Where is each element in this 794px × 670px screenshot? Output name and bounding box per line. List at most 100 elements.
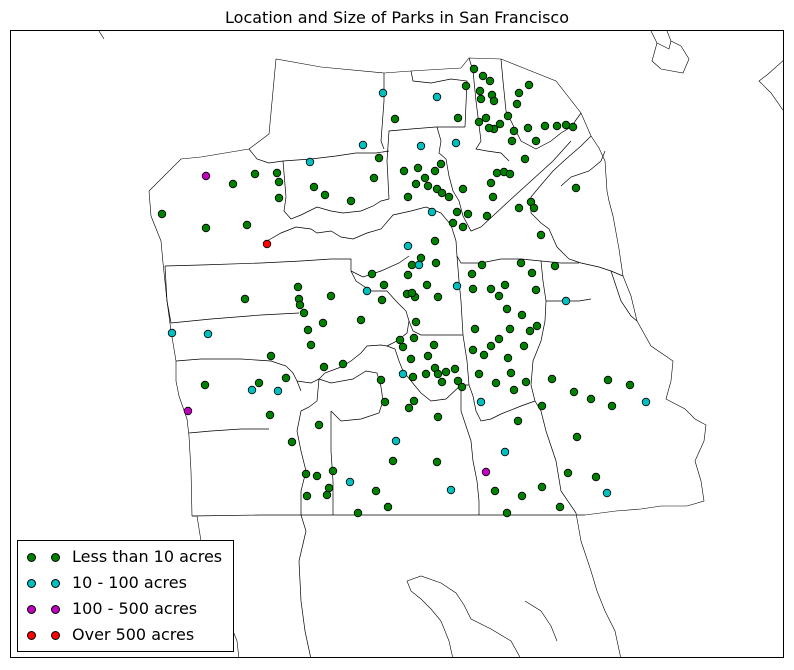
boundary-line xyxy=(460,385,480,515)
park-marker-less-than-10-acres xyxy=(369,173,379,183)
park-marker-10-100-acres xyxy=(452,281,462,291)
park-marker-100-500-acres xyxy=(183,406,193,416)
neighborhood-boundaries xyxy=(164,57,638,657)
park-marker-less-than-10-acres xyxy=(478,71,488,81)
boundary-line xyxy=(248,148,390,164)
park-marker-less-than-10-acres xyxy=(519,341,529,351)
park-marker-10-100-acres xyxy=(476,397,486,407)
park-marker-less-than-10-acres xyxy=(529,203,539,213)
park-marker-less-than-10-acres xyxy=(228,179,238,189)
legend-marker-100-500 xyxy=(51,605,60,614)
park-marker-less-than-10-acres xyxy=(388,456,398,466)
boundary-line xyxy=(298,514,311,657)
boundary-line xyxy=(500,58,582,150)
park-marker-less-than-10-acres xyxy=(586,394,596,404)
park-marker-less-than-10-acres xyxy=(537,482,547,492)
park-marker-less-than-10-acres xyxy=(254,378,264,388)
park-marker-less-than-10-acres xyxy=(625,380,635,390)
park-marker-less-than-10-acres xyxy=(302,491,312,501)
park-marker-less-than-10-acres xyxy=(433,292,443,302)
boundary-line xyxy=(468,384,536,422)
park-marker-less-than-10-acres xyxy=(200,380,210,390)
park-marker-less-than-10-acres xyxy=(469,64,479,74)
park-marker-less-than-10-acres xyxy=(540,121,550,131)
park-marker-less-than-10-acres xyxy=(509,385,519,395)
park-marker-less-than-10-acres xyxy=(430,236,440,246)
legend-marker-less-than-10 xyxy=(27,553,36,562)
park-marker-less-than-10-acres xyxy=(318,318,328,328)
legend-item: Less than 10 acres xyxy=(18,544,233,570)
park-marker-less-than-10-acres xyxy=(502,304,512,314)
boundary-line xyxy=(408,320,463,336)
park-marker-less-than-10-acres xyxy=(383,502,393,512)
park-marker-less-than-10-acres xyxy=(306,340,316,350)
park-marker-less-than-10-acres xyxy=(328,466,338,476)
park-marker-less-than-10-acres xyxy=(295,300,305,310)
park-marker-less-than-10-acres xyxy=(353,508,363,518)
map-canvas xyxy=(98,31,783,657)
park-marker-less-than-10-acres xyxy=(489,96,499,106)
park-marker-less-than-10-acres xyxy=(416,253,426,263)
park-marker-10-100-acres xyxy=(403,241,413,251)
park-marker-less-than-10-acres xyxy=(403,192,413,202)
park-marker-less-than-10-acres xyxy=(346,196,356,206)
boundary-line xyxy=(266,206,442,242)
park-marker-less-than-10-acres xyxy=(475,86,485,96)
legend-marker-over-500 xyxy=(27,631,36,640)
park-marker-less-than-10-acres xyxy=(201,223,211,233)
park-marker-less-than-10-acres xyxy=(494,291,504,301)
park-marker-less-than-10-acres xyxy=(411,179,421,189)
park-marker-10-100-acres xyxy=(358,140,368,150)
park-marker-over-500-acres xyxy=(262,239,272,249)
coastline-feature xyxy=(758,60,783,111)
legend-item: 10 - 100 acres xyxy=(18,570,233,596)
park-marker-less-than-10-acres xyxy=(547,374,557,384)
coastline-feature xyxy=(575,512,621,657)
legend-label: 10 - 100 acres xyxy=(72,573,187,592)
park-marker-less-than-10-acres xyxy=(486,284,496,294)
park-marker-less-than-10-acres xyxy=(537,401,547,411)
boundary-line xyxy=(610,270,638,322)
park-marker-10-100-acres xyxy=(362,286,372,296)
boundary-line xyxy=(170,312,300,324)
park-marker-less-than-10-acres xyxy=(507,136,517,146)
park-marker-less-than-10-acres xyxy=(520,154,530,164)
park-marker-10-100-acres xyxy=(378,88,388,98)
park-marker-less-than-10-acres xyxy=(563,468,573,478)
park-marker-less-than-10-acres xyxy=(458,222,468,232)
park-marker-less-than-10-acres xyxy=(301,469,311,479)
park-marker-less-than-10-acres xyxy=(484,123,494,133)
park-marker-less-than-10-acres xyxy=(468,284,478,294)
park-marker-10-100-acres xyxy=(414,260,424,270)
park-marker-less-than-10-acres xyxy=(525,326,535,336)
park-marker-less-than-10-acres xyxy=(444,192,454,202)
park-marker-less-than-10-acres xyxy=(395,335,405,345)
park-marker-100-500-acres xyxy=(481,467,491,477)
coastline-feature xyxy=(524,600,558,642)
park-marker-less-than-10-acres xyxy=(571,183,581,193)
park-marker-less-than-10-acres xyxy=(607,401,617,411)
park-marker-less-than-10-acres xyxy=(485,76,495,86)
legend-marker-10-100 xyxy=(27,579,36,588)
park-marker-less-than-10-acres xyxy=(457,382,467,392)
park-marker-less-than-10-acres xyxy=(407,288,417,298)
park-marker-less-than-10-acres xyxy=(433,412,443,422)
park-marker-less-than-10-acres xyxy=(299,308,309,318)
park-marker-less-than-10-acres xyxy=(420,173,430,183)
boundary-line xyxy=(436,126,454,192)
park-marker-less-than-10-acres xyxy=(380,397,390,407)
park-marker-less-than-10-acres xyxy=(379,280,389,290)
park-marker-less-than-10-acres xyxy=(568,122,578,132)
park-marker-less-than-10-acres xyxy=(433,369,443,379)
park-marker-10-100-acres xyxy=(641,397,651,407)
park-marker-less-than-10-acres xyxy=(470,324,480,334)
park-marker-less-than-10-acres xyxy=(250,169,260,179)
boundary-line xyxy=(386,126,465,200)
park-marker-10-100-acres xyxy=(451,138,461,148)
park-marker-less-than-10-acres xyxy=(452,207,462,217)
park-marker-less-than-10-acres xyxy=(503,353,513,363)
park-marker-less-than-10-acres xyxy=(423,181,433,191)
park-marker-less-than-10-acres xyxy=(409,333,419,343)
map-legend: Less than 10 acres 10 - 100 acres 100 - … xyxy=(17,540,234,652)
legend-label: Over 500 acres xyxy=(72,625,195,644)
